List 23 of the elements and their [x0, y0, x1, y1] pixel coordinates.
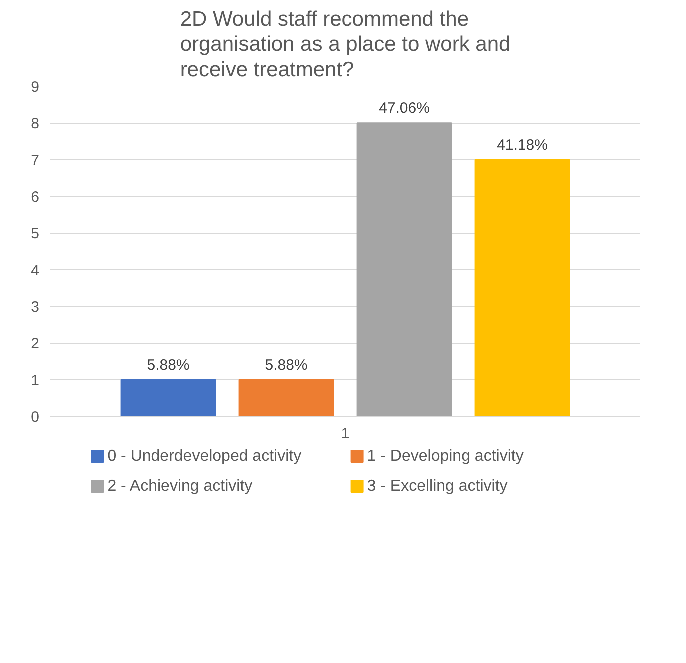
annotation: 5.88% [147, 356, 190, 374]
bar [474, 159, 570, 416]
annotation: 41.18% [497, 136, 548, 154]
y-tick-label: 7 [31, 152, 40, 170]
legend-label: 0 - Underdeveloped activity [108, 448, 302, 465]
bar [356, 122, 452, 416]
legend-label: 3 - Excelling activity [367, 478, 508, 495]
y-tick-label: 8 [31, 116, 40, 133]
annotation: 5.88% [265, 356, 308, 374]
legend-label: 1 - Developing activity [367, 448, 524, 465]
y-tick-label: 2 [31, 336, 40, 353]
y-tick-label: 9 [31, 79, 40, 96]
y-tick-label: 6 [31, 189, 40, 206]
bar [120, 379, 216, 416]
legend-label: 2 - Achieving activity [108, 478, 253, 495]
y-tick-label: 4 [31, 262, 40, 280]
bar [238, 379, 334, 416]
y-tick-label: 3 [31, 299, 40, 316]
chart-title: 2D Would staff recommend the organisation as a place to work and receive treatment? [180, 8, 511, 82]
y-tick-label: 5 [31, 226, 40, 243]
y-tick-label: 1 [31, 372, 40, 390]
y-tick-label: 0 [31, 409, 40, 426]
annotation: 47.06% [379, 100, 430, 118]
